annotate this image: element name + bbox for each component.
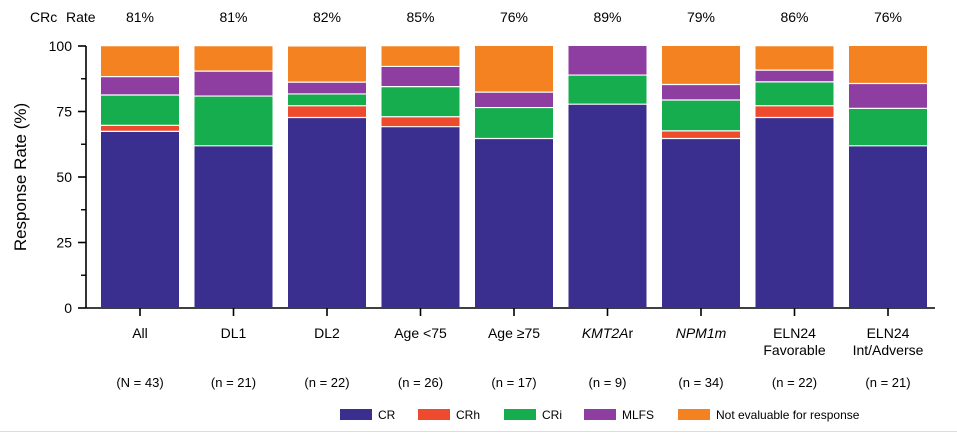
bar-segment-not-evaluable-for-response — [101, 46, 179, 77]
bar-segment-cri — [568, 75, 647, 105]
bar-segment-crh — [101, 125, 179, 132]
legend-swatch — [504, 409, 536, 420]
bar-segment-cri — [288, 93, 366, 106]
bottom-divider — [0, 431, 957, 432]
bar-segment-mlfs — [568, 46, 647, 76]
x-category-label-italic: KMT2A — [582, 325, 629, 341]
y-tick-label: 100 — [49, 38, 73, 54]
bar-segment-crh — [662, 130, 740, 139]
bar-segment-cri — [194, 96, 273, 146]
bar-segment-cr — [475, 138, 553, 308]
bar-segment-cr — [194, 145, 273, 308]
bar-segment-cr — [662, 138, 740, 308]
y-tick-label: 75 — [56, 104, 72, 120]
legend-swatch — [584, 409, 616, 420]
x-category-label-italic: NPM1m — [676, 325, 727, 341]
bar-segment-cr — [101, 131, 179, 308]
y-tick-label: 25 — [56, 235, 72, 251]
bar-segment-crh — [288, 105, 366, 118]
x-category-label: Age ≥75 — [488, 325, 540, 341]
bar-segment-mlfs — [475, 92, 553, 108]
x-category-n: (n = 17) — [491, 375, 536, 390]
legend-swatch — [340, 409, 372, 420]
x-category-n: (n = 22) — [304, 375, 349, 390]
crc-header-label: CRc — [30, 9, 57, 25]
bar-segment-not-evaluable-for-response — [475, 46, 553, 93]
legend-label: CRh — [456, 408, 480, 422]
bar-segment-cri — [755, 81, 834, 106]
bar-segment-mlfs — [381, 66, 460, 87]
legend-label: CR — [378, 408, 396, 422]
bar-segment-not-evaluable-for-response — [288, 46, 366, 83]
x-category-label: ELN24 — [773, 325, 816, 341]
x-category-label: DL1 — [221, 325, 247, 341]
x-category-n: (n = 21) — [211, 375, 256, 390]
bar-segment-mlfs — [194, 71, 273, 97]
crc-rate-value: 86% — [780, 9, 808, 25]
legend-label: MLFS — [622, 408, 654, 422]
x-category-label: KMT2Ar — [582, 325, 634, 341]
bar-segment-not-evaluable-for-response — [849, 46, 927, 84]
x-category-n: (N = 43) — [116, 375, 163, 390]
legend-label: CRi — [542, 408, 562, 422]
crc-header-label-rate: Rate — [66, 9, 96, 25]
bar-segment-cr — [288, 117, 366, 308]
crc-rate-value: 82% — [313, 9, 341, 25]
crc-rate-value: 76% — [874, 9, 902, 25]
bar-segment-not-evaluable-for-response — [662, 46, 740, 85]
x-category-label: All — [132, 325, 148, 341]
y-tick-label: 0 — [64, 300, 72, 316]
bar-segment-crh — [755, 105, 834, 118]
x-category-n: (n = 9) — [589, 375, 627, 390]
x-category-n: (n = 26) — [398, 375, 443, 390]
crc-rate-value: 81% — [126, 9, 154, 25]
bar-segment-cri — [475, 107, 553, 139]
bar-segment-cr — [568, 104, 647, 308]
y-axis-title: Response Rate (%) — [11, 103, 30, 251]
bar-segment-cr — [849, 145, 927, 308]
x-category-label: NPM1m — [676, 325, 727, 341]
bar-segment-not-evaluable-for-response — [755, 46, 834, 71]
crc-rate-value: 79% — [687, 9, 715, 25]
bar-segment-mlfs — [849, 83, 927, 109]
bar-segment-mlfs — [288, 82, 366, 94]
y-tick-label: 50 — [56, 169, 72, 185]
x-category-n: (n = 21) — [865, 375, 910, 390]
legend-swatch — [678, 409, 710, 420]
crc-rate-value: 85% — [406, 9, 434, 25]
x-category-label-line2: Int/Adverse — [853, 342, 924, 358]
x-category-label-suffix: r — [629, 325, 634, 341]
bar-segment-cri — [381, 86, 460, 117]
crc-rate-value: 81% — [219, 9, 247, 25]
x-category-n: (n = 22) — [772, 375, 817, 390]
bar-segment-mlfs — [662, 84, 740, 100]
bar-segment-not-evaluable-for-response — [194, 46, 273, 72]
x-category-n: (n = 34) — [678, 375, 723, 390]
bar-segment-not-evaluable-for-response — [381, 46, 460, 67]
bar-segment-cri — [662, 99, 740, 131]
x-category-label: DL2 — [314, 325, 340, 341]
bar-segment-cri — [849, 108, 927, 146]
bar-segment-mlfs — [755, 70, 834, 82]
bar-segment-cr — [755, 117, 834, 308]
bar-segment-mlfs — [101, 76, 179, 95]
legend-swatch — [418, 409, 450, 420]
x-category-label: Age <75 — [394, 325, 447, 341]
legend-label: Not evaluable for response — [716, 408, 860, 422]
bar-segment-cri — [101, 94, 179, 126]
crc-rate-value: 89% — [593, 9, 621, 25]
x-category-label: ELN24 — [867, 325, 910, 341]
bar-segment-cr — [381, 126, 460, 308]
bar-segment-crh — [381, 116, 460, 127]
crc-rate-value: 76% — [500, 9, 528, 25]
x-category-label-line2: Favorable — [763, 342, 825, 358]
